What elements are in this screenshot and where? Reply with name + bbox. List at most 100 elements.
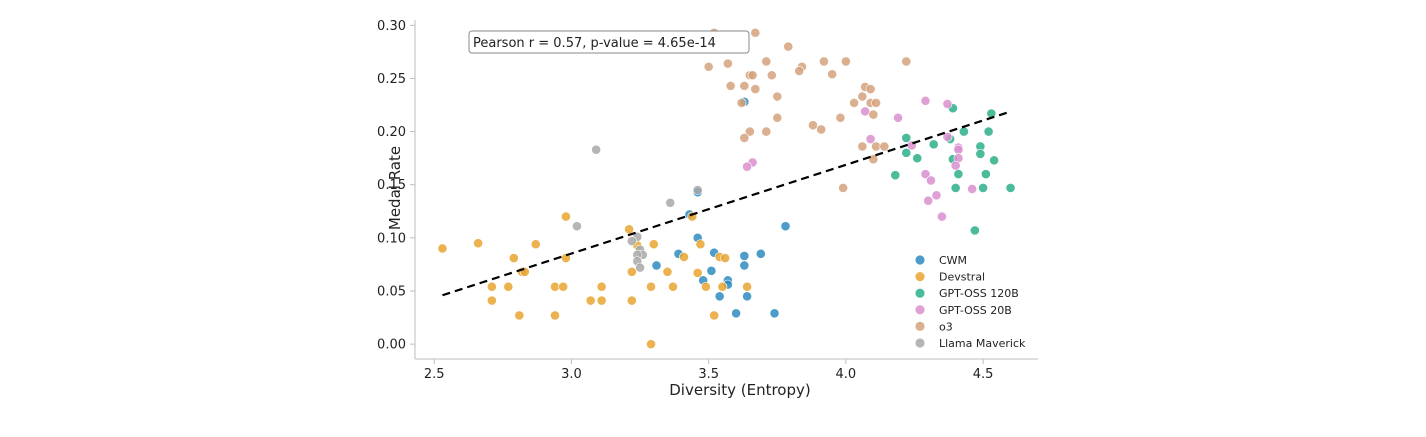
legend-label: CWM — [939, 254, 967, 267]
y-tick-label: 0.25 — [377, 72, 406, 87]
point-devstral — [596, 295, 607, 306]
point-gpt-oss-20b — [923, 195, 934, 206]
point-cwm — [739, 251, 750, 261]
point-devstral — [508, 253, 519, 263]
point-gpt-oss-20b — [937, 211, 947, 222]
point-devstral — [558, 281, 569, 292]
point-gpt-oss-120b — [901, 147, 912, 158]
legend-marker — [915, 255, 925, 265]
point-gpt-oss-120b — [980, 169, 991, 179]
point-gpt-oss-120b — [1005, 183, 1016, 193]
point-devstral — [503, 281, 514, 292]
point-gpt-oss-20b — [893, 112, 903, 123]
point-devstral — [679, 252, 689, 262]
point-o3 — [747, 70, 758, 81]
point-o3 — [744, 126, 755, 137]
annotation-text: Pearson r = 0.57, p-value = 4.65e-14 — [473, 36, 716, 51]
point-cwm — [739, 260, 750, 271]
point-devstral — [561, 253, 571, 263]
point-o3 — [725, 80, 736, 91]
point-devstral — [626, 266, 637, 277]
x-tick-label: 2.5 — [424, 367, 445, 382]
axes: 0.00 0.05 0.10 0.15 0.20 0.25 0.30 2.5 3.0 3.5 4.… — [377, 19, 1038, 399]
point-llama-maverick — [635, 262, 645, 273]
point-o3 — [761, 56, 772, 67]
legend-label: o3 — [939, 320, 953, 333]
point-o3 — [871, 97, 881, 108]
point-devstral — [662, 266, 673, 277]
data-points — [437, 27, 1016, 350]
legend-marker — [915, 338, 925, 348]
y-tick-label: 0.00 — [377, 338, 406, 353]
point-devstral — [596, 281, 607, 292]
point-gpt-oss-20b — [942, 99, 953, 109]
point-gpt-oss-20b — [967, 184, 978, 194]
point-o3 — [879, 141, 890, 152]
x-tick-label: 4.0 — [836, 367, 857, 382]
legend-label: Devstral — [939, 271, 985, 284]
x-tick-label: 4.5 — [973, 367, 994, 382]
point-o3 — [703, 61, 714, 72]
point-devstral — [648, 239, 659, 250]
point-o3 — [840, 56, 851, 67]
x-axis-title: Diversity (Entropy) — [669, 381, 810, 399]
point-gpt-oss-20b — [742, 161, 752, 172]
point-cwm — [706, 265, 717, 276]
point-gpt-oss-120b — [950, 183, 961, 193]
point-devstral — [486, 295, 497, 306]
y-tick-label: 0.05 — [377, 284, 406, 299]
point-devstral — [550, 281, 560, 292]
point-o3 — [739, 80, 750, 91]
point-gpt-oss-20b — [865, 134, 876, 144]
point-cwm — [755, 248, 766, 259]
point-gpt-oss-120b — [983, 126, 994, 137]
point-gpt-oss-120b — [928, 139, 939, 150]
point-cwm — [714, 291, 725, 302]
point-devstral — [514, 310, 525, 321]
point-o3 — [857, 141, 868, 152]
point-llama-maverick — [692, 185, 703, 195]
point-o3 — [849, 97, 860, 108]
point-o3 — [868, 109, 879, 120]
point-gpt-oss-20b — [953, 144, 964, 155]
point-o3 — [868, 154, 879, 165]
y-ticks: 0.00 0.05 0.10 0.15 0.20 0.25 0.30 — [377, 19, 415, 353]
point-gpt-oss-120b — [953, 169, 964, 179]
legend-marker — [915, 321, 925, 331]
point-gpt-oss-20b — [942, 131, 953, 142]
point-devstral — [646, 281, 656, 292]
point-devstral — [720, 253, 731, 263]
point-cwm — [780, 221, 791, 232]
point-o3 — [783, 41, 794, 52]
point-o3 — [772, 91, 783, 102]
point-o3 — [772, 112, 783, 123]
point-o3 — [750, 27, 761, 38]
point-devstral — [550, 310, 560, 321]
legend-label: Llama Maverick — [939, 337, 1026, 350]
point-devstral — [701, 281, 711, 292]
y-tick-label: 0.15 — [377, 178, 406, 193]
point-gpt-oss-120b — [901, 133, 912, 143]
point-devstral — [717, 281, 728, 292]
point-o3 — [766, 70, 777, 81]
point-devstral — [530, 239, 541, 250]
point-gpt-oss-20b — [931, 190, 942, 201]
point-gpt-oss-20b — [920, 169, 931, 179]
point-llama-maverick — [572, 221, 582, 232]
point-gpt-oss-20b — [950, 160, 961, 171]
point-cwm — [742, 291, 752, 302]
point-o3 — [794, 66, 805, 76]
point-o3 — [750, 84, 761, 94]
point-llama-maverick — [626, 236, 637, 246]
legend-label: GPT-OSS 120B — [939, 287, 1019, 300]
point-gpt-oss-20b — [926, 175, 936, 186]
y-axis-title: Medal Rate — [386, 146, 404, 230]
y-tick-label: 0.10 — [377, 231, 406, 246]
point-o3 — [865, 84, 876, 94]
point-llama-maverick — [665, 197, 676, 208]
point-o3 — [827, 69, 838, 80]
legend: CWM Devstral GPT-OSS 120B GPT-OSS 20B o3 Llam… — [915, 254, 1026, 350]
legend-marker — [915, 305, 925, 315]
point-o3 — [835, 112, 846, 123]
